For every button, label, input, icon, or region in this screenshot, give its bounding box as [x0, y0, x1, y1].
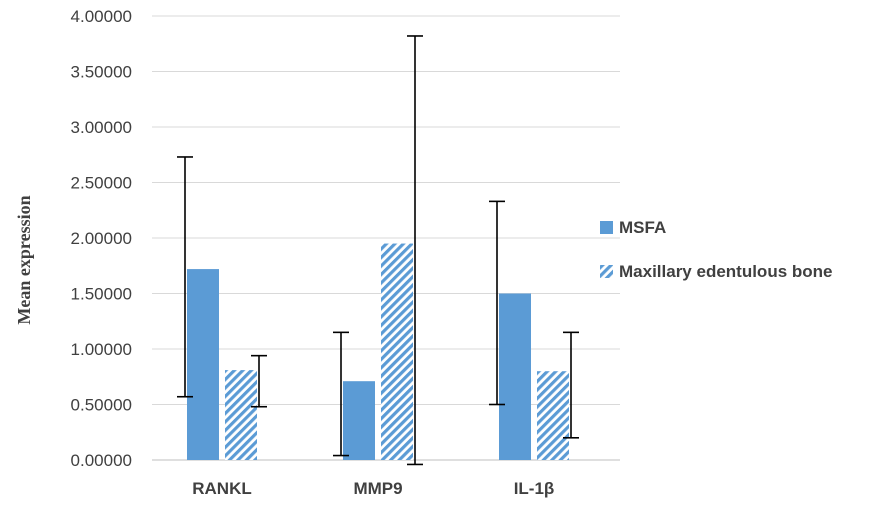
x-axis-category-labels: RANKL MMP9 IL-1β — [192, 479, 554, 498]
y-tick-label: 1.50000 — [71, 285, 132, 304]
y-tick-label: 3.00000 — [71, 118, 132, 137]
legend-swatch — [600, 265, 613, 278]
legend-swatch — [600, 221, 613, 234]
legend: MSFA Maxillary edentulous bone — [600, 218, 833, 281]
bar-msfa — [187, 269, 219, 460]
error-bar — [563, 331, 579, 439]
error-bar — [177, 156, 193, 398]
error-bars — [177, 35, 579, 466]
y-tick-label: 2.50000 — [71, 174, 132, 193]
x-category-label: IL-1β — [514, 479, 555, 498]
legend-label: Maxillary edentulous bone — [619, 262, 833, 281]
y-tick-label: 4.00000 — [71, 7, 132, 26]
error-bar — [489, 200, 505, 406]
legend-item: MSFA — [600, 218, 666, 237]
legend-item: Maxillary edentulous bone — [600, 262, 833, 281]
y-axis-title: Mean expression — [14, 195, 34, 324]
y-tick-label: 1.00000 — [71, 340, 132, 359]
bar-maxillary-edentulous-bone — [537, 371, 569, 460]
bars — [187, 243, 569, 460]
y-tick-label: 2.00000 — [71, 229, 132, 248]
y-tick-label: 0.50000 — [71, 396, 132, 415]
bar-msfa — [499, 293, 531, 460]
y-tick-label: 0.00000 — [71, 451, 132, 470]
bar-maxillary-edentulous-bone — [381, 243, 413, 460]
error-bar — [407, 35, 423, 466]
x-category-label: RANKL — [192, 479, 252, 498]
y-tick-label: 3.50000 — [71, 63, 132, 82]
legend-label: MSFA — [619, 218, 666, 237]
bar-msfa — [343, 381, 375, 460]
bar-maxillary-edentulous-bone — [225, 370, 257, 460]
error-bar — [251, 354, 267, 408]
x-category-label: MMP9 — [353, 479, 402, 498]
error-bar — [333, 331, 349, 457]
y-axis-tick-labels: 0.00000 0.50000 1.00000 1.50000 2.00000 2.500… — [71, 7, 132, 470]
